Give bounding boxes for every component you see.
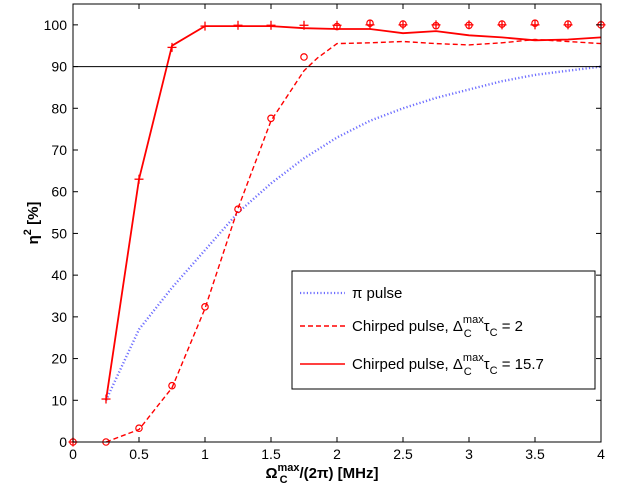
plus-marker bbox=[233, 20, 243, 30]
x-label-rest: /(2π) [MHz] bbox=[300, 465, 379, 482]
y-axis-label: η2 [%] bbox=[22, 202, 42, 245]
series-line-1 bbox=[105, 38, 602, 443]
circle-marker bbox=[333, 22, 341, 31]
circle-marker bbox=[201, 303, 209, 311]
plus-marker bbox=[167, 42, 177, 52]
x-label-sup: max bbox=[278, 462, 301, 474]
x-tick-label: 4 bbox=[597, 446, 605, 462]
y-tick-label: 30 bbox=[51, 309, 67, 325]
circle-marker bbox=[234, 205, 242, 214]
y-tick-label: 50 bbox=[51, 225, 67, 241]
circle-marker bbox=[465, 21, 473, 30]
y-tick-label: 60 bbox=[51, 184, 67, 200]
circle-marker bbox=[564, 20, 572, 28]
y-tick-label: 10 bbox=[51, 392, 67, 408]
y-label-main: η bbox=[25, 235, 42, 244]
series-line-0 bbox=[104, 65, 602, 401]
circle-marker bbox=[366, 19, 374, 27]
x-tick-label: 0 bbox=[69, 446, 77, 462]
y-tick-label: 70 bbox=[51, 142, 67, 158]
series-line-2 bbox=[105, 25, 602, 401]
y-tick-label: 0 bbox=[59, 434, 67, 450]
plus-marker bbox=[101, 394, 111, 404]
circle-marker bbox=[399, 20, 407, 28]
circle-marker bbox=[498, 20, 506, 28]
y-tick-label: 20 bbox=[51, 351, 67, 367]
x-label-main: Ω bbox=[266, 465, 278, 482]
y-label-rest: [%] bbox=[25, 202, 42, 230]
x-axis-label: Ωmax C /(2π) [MHz] bbox=[266, 462, 379, 486]
y-tick-label: 80 bbox=[51, 100, 67, 116]
circle-marker bbox=[300, 53, 308, 61]
x-tick-label: 2 bbox=[333, 446, 341, 462]
x-tick-label: 0.5 bbox=[129, 446, 149, 462]
x-tick-label: 3.5 bbox=[525, 446, 545, 462]
plus-marker bbox=[266, 20, 276, 30]
series-layer bbox=[104, 25, 602, 443]
circle-marker bbox=[432, 21, 440, 30]
y-label-sup: 2 bbox=[22, 229, 34, 235]
x-label-sub: C bbox=[280, 474, 288, 486]
y-axis-ticks: 0 10 20 30 40 50 60 70 80 90 100 bbox=[44, 17, 601, 450]
x-tick-label: 1.5 bbox=[261, 446, 281, 462]
y-tick-label: 100 bbox=[44, 17, 68, 33]
circle-marker bbox=[531, 19, 539, 27]
circle-marker bbox=[267, 114, 275, 123]
y-tick-label: 90 bbox=[51, 59, 67, 75]
y-tick-label: 40 bbox=[51, 267, 67, 283]
x-tick-label: 3 bbox=[465, 446, 473, 462]
circle-marker bbox=[168, 381, 176, 390]
plus-marker bbox=[299, 20, 309, 30]
plus-marker bbox=[134, 174, 144, 184]
x-axis-ticks: 0 0.5 1 1.5 2 2.5 3 3.5 4 bbox=[69, 4, 605, 462]
x-tick-label: 1 bbox=[201, 446, 209, 462]
plus-marker bbox=[200, 21, 210, 31]
legend-label-pi-pulse: π pulse bbox=[352, 285, 402, 302]
circle-marker bbox=[135, 424, 143, 433]
x-tick-label: 2.5 bbox=[393, 446, 413, 462]
legend-box bbox=[291, 270, 596, 390]
